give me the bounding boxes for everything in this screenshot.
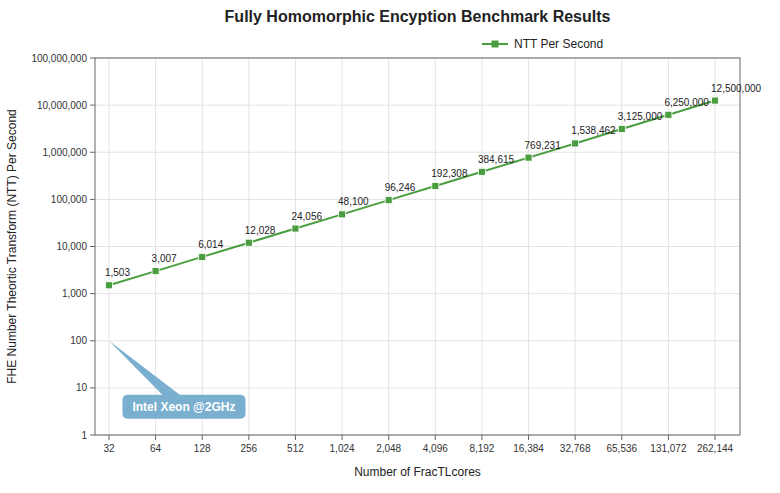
tick-label-x: 8,192 — [469, 443, 494, 454]
data-label: 24,056 — [291, 211, 322, 222]
tick-label-y: 1,000 — [62, 288, 87, 299]
data-label: 96,246 — [385, 182, 416, 193]
chart: 32 64 128 256 512 1,024 2,048 4,096 8,192 16,384 3… — [0, 0, 780, 493]
tick-label-x: 64 — [150, 443, 162, 454]
marker — [572, 140, 579, 147]
marker — [199, 253, 206, 260]
data-label: 769,231 — [525, 140, 562, 151]
tick-label-x: 32,768 — [560, 443, 591, 454]
data-label: 6,250,000 — [664, 97, 709, 108]
annotation-box — [122, 395, 245, 419]
grid-line-y — [95, 105, 740, 106]
data-label: 1,538,462 — [571, 125, 616, 136]
grid-line-y — [95, 152, 740, 153]
title: Fully Homomorphic Encyption Benchmark Re… — [225, 8, 611, 25]
tick-label-y: 10,000,000 — [37, 100, 87, 111]
data-label: 384,615 — [478, 154, 515, 165]
tick-x — [388, 435, 389, 440]
grid-line-y — [95, 246, 740, 247]
data-label: 12,028 — [245, 225, 276, 236]
plot-frame — [95, 58, 740, 435]
tick-y — [90, 387, 95, 388]
marker — [525, 154, 532, 161]
grid-line-y — [95, 340, 740, 341]
tick-label-x: 4,096 — [423, 443, 448, 454]
grid — [95, 58, 740, 435]
tick-label-y: 100,000 — [51, 194, 88, 205]
grid-line-y — [95, 199, 740, 200]
data-label: 48,100 — [338, 196, 369, 207]
data-label: 12,500,000 — [711, 83, 761, 94]
tick-x — [248, 435, 249, 440]
tick-x — [715, 435, 716, 440]
tick-label-x: 16,384 — [513, 443, 544, 454]
axes: 32 64 128 256 512 1,024 2,048 4,096 8,192 16,384 3… — [31, 53, 733, 455]
tick-y — [90, 293, 95, 294]
tick-label-x: 32 — [103, 443, 115, 454]
tick-x — [155, 435, 156, 440]
data-label: 3,007 — [152, 253, 177, 264]
tick-y — [90, 152, 95, 153]
tick-label-x: 2,048 — [376, 443, 401, 454]
grid-line-y — [95, 293, 740, 294]
marker — [665, 111, 672, 118]
data-label: 1,503 — [105, 267, 130, 278]
tick-x — [435, 435, 436, 440]
marker — [478, 168, 485, 175]
tick-label-y: 1,000,000 — [43, 147, 88, 158]
marker — [618, 125, 625, 132]
tick-label-y: 1 — [81, 430, 87, 441]
marker — [339, 211, 346, 218]
tick-y — [90, 199, 95, 200]
tick-label-x: 1,024 — [330, 443, 355, 454]
legend-label: NTT Per Second — [514, 37, 603, 51]
tick-label-x: 262,144 — [697, 443, 734, 454]
tick-x — [108, 435, 109, 440]
marker — [152, 268, 159, 275]
tick-label-x: 65,536 — [606, 443, 637, 454]
legend-marker — [492, 41, 499, 48]
annotation: Intel Xeon @2GHz — [109, 341, 246, 419]
tick-label-x: 128 — [194, 443, 211, 454]
marker — [105, 282, 112, 289]
tick-y — [90, 340, 95, 341]
tick-label-x: 256 — [240, 443, 257, 454]
marker — [432, 182, 439, 189]
x-axis-label: Number of FracTLcores — [354, 465, 481, 479]
data-label: 6,014 — [198, 239, 223, 250]
data — [105, 97, 718, 289]
tick-x — [202, 435, 203, 440]
data-label: 3,125,000 — [618, 111, 663, 122]
tick-y — [90, 58, 95, 59]
marker — [712, 97, 719, 104]
data-labels: 1,503 3,007 6,014 12,028 24,056 48,100 96,246 1… — [105, 83, 762, 279]
tick-label-x: 131,072 — [650, 443, 687, 454]
series-line — [109, 101, 715, 286]
tick-y — [90, 435, 95, 436]
tick-x — [342, 435, 343, 440]
annotation-text: Intel Xeon @2GHz — [132, 400, 235, 414]
tick-x — [668, 435, 669, 440]
marker — [245, 239, 252, 246]
tick-x — [575, 435, 576, 440]
tick-x — [481, 435, 482, 440]
grid-line-y — [95, 387, 740, 388]
tick-label-y: 100 — [70, 335, 87, 346]
plot-area — [95, 58, 740, 435]
tick-x — [621, 435, 622, 440]
data-label: 192,308 — [431, 168, 468, 179]
tick-y — [90, 246, 95, 247]
tick-label-y: 100,000,000 — [31, 53, 87, 64]
tick-x — [528, 435, 529, 440]
marker — [292, 225, 299, 232]
tick-label-y: 10 — [76, 382, 88, 393]
tick-x — [295, 435, 296, 440]
tick-label-y: 10,000 — [56, 241, 87, 252]
y-axis-label: FHE Number Theortic Transform (NTT) Per … — [5, 109, 19, 384]
legend: NTT Per Second — [482, 37, 603, 51]
tick-label-x: 512 — [287, 443, 304, 454]
tick-y — [90, 105, 95, 106]
marker — [385, 197, 392, 204]
